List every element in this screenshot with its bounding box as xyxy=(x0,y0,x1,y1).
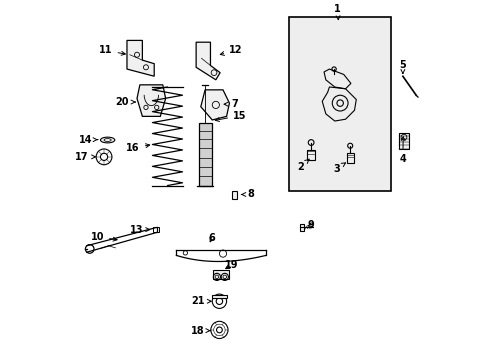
Bar xyxy=(231,191,237,199)
Text: 17: 17 xyxy=(75,152,95,162)
Text: 10: 10 xyxy=(90,232,117,242)
Bar xyxy=(213,270,228,279)
Bar xyxy=(289,17,390,191)
Text: 18: 18 xyxy=(190,326,210,336)
Text: 7: 7 xyxy=(224,99,237,109)
Bar xyxy=(306,150,315,161)
Text: 11: 11 xyxy=(99,45,125,55)
Bar xyxy=(153,227,158,232)
Text: 5: 5 xyxy=(399,60,406,73)
Polygon shape xyxy=(196,42,220,80)
Bar xyxy=(300,224,304,231)
Text: 3: 3 xyxy=(332,163,345,174)
Bar xyxy=(212,295,226,298)
Polygon shape xyxy=(201,90,229,120)
Text: 2: 2 xyxy=(297,159,308,171)
Text: 6: 6 xyxy=(208,233,215,243)
Text: 8: 8 xyxy=(241,189,254,199)
Polygon shape xyxy=(137,85,165,116)
Bar xyxy=(198,123,211,185)
Text: 12: 12 xyxy=(220,45,242,55)
Bar xyxy=(346,153,353,163)
Text: 4: 4 xyxy=(399,137,406,165)
Text: 14: 14 xyxy=(79,135,98,145)
Text: 1: 1 xyxy=(334,4,340,20)
Text: 15: 15 xyxy=(215,111,246,121)
Text: 20: 20 xyxy=(115,97,135,107)
Text: 21: 21 xyxy=(190,296,211,306)
Bar xyxy=(398,133,408,149)
Text: 16: 16 xyxy=(126,143,149,153)
Ellipse shape xyxy=(104,139,111,141)
Text: 13: 13 xyxy=(130,225,149,235)
Polygon shape xyxy=(127,40,154,76)
Text: 9: 9 xyxy=(307,220,314,230)
Ellipse shape xyxy=(100,137,115,143)
Text: 19: 19 xyxy=(224,260,238,270)
